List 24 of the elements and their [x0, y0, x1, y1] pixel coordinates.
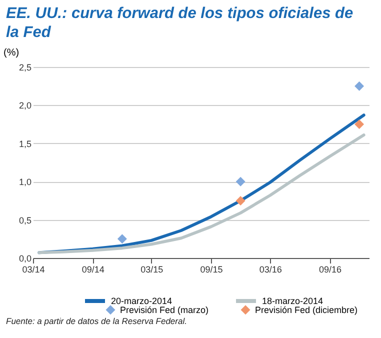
point	[354, 81, 364, 91]
legend-label: 20-marzo-2014	[111, 296, 172, 306]
x-tick-label: 09/14	[82, 264, 104, 274]
y-axis-title: (%)	[4, 48, 20, 58]
point	[236, 176, 246, 186]
y-tick-label: 1,5	[18, 138, 32, 149]
source-note: Fuente: a partir de datos de la Reserva Federal.	[6, 316, 187, 326]
y-tick-label: 1,0	[18, 177, 32, 188]
y-tick-label: 2,0	[18, 100, 32, 111]
chart-title: EE. UU.: curva forward de los tipos oficiales de la Fed	[6, 4, 354, 42]
legend-label: Previsión Fed (marzo)	[120, 304, 209, 315]
point	[236, 196, 246, 206]
x-tick-label: 03/16	[259, 264, 282, 274]
legend-label: Previsión Fed (diciembre)	[255, 304, 358, 315]
x-tick-label: 09/16	[318, 264, 342, 274]
x-tick-label: 09/15	[200, 264, 223, 274]
y-tick-label: 0,5	[18, 215, 32, 226]
point	[117, 234, 127, 244]
point	[354, 120, 364, 130]
x-tick-label: 03/15	[140, 264, 164, 274]
x-tick-label: 03/14	[22, 264, 45, 274]
y-tick-label: 0,0	[18, 254, 32, 264]
y-tick-label: 2,5	[18, 62, 32, 72]
legend-label: 18-marzo-2014	[262, 296, 324, 306]
